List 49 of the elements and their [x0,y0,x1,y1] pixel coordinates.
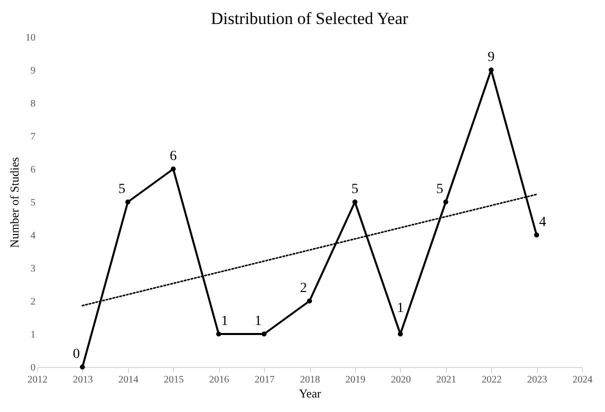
y-tick-label: 7 [30,132,36,142]
x-tick-label: 2016 [209,374,230,386]
x-tick-label: 2017 [254,374,275,386]
data-label: 1 [396,301,404,316]
x-tick-label: 2024 [572,374,592,386]
data-label: 1 [221,314,228,329]
data-label: 5 [436,182,444,197]
point [398,332,403,336]
point [216,332,222,336]
point [443,200,448,204]
y-tick-label: 3 [30,264,36,274]
point [262,332,267,336]
x-axis-title: Year [298,386,322,400]
data-label: 5 [118,182,126,197]
point [80,364,85,370]
x-tick-label: 2020 [390,374,411,386]
x-tick-label: 2015 [164,374,184,386]
data-label: 1 [254,314,262,329]
point [352,200,358,204]
x-tick-label: 2012 [28,374,48,386]
y-tick-label: 4 [30,230,36,242]
x-tick-label: 2013 [72,374,93,386]
data-label: 0 [72,347,80,362]
y-tick-label: 0 [30,362,36,374]
y-tick-label: 9 [30,66,36,76]
data-label: 2 [300,281,307,296]
x-tick-label: 2023 [527,374,548,386]
data-label: 4 [539,215,546,230]
x-tick-label: 2021 [436,374,456,386]
point [170,166,176,172]
data-label: 9 [488,50,495,65]
y-tick-label: 10 [26,32,36,44]
data-label: 6 [170,149,177,164]
y-tick-label: 2 [30,296,36,308]
x-tick-label: 2014 [118,374,138,386]
y-tick-label: 8 [30,98,36,110]
y-axis-title: Number of Studies [8,156,22,248]
y-tick-label: 1 [30,330,36,340]
point [125,200,130,204]
data-label: 5 [351,182,358,197]
x-tick-label: 2018 [300,374,320,386]
point [307,298,312,304]
y-tick-label: 6 [30,164,36,176]
chart-title: Distribution of Selected Year [210,9,409,28]
x-tick-label: 2019 [345,374,366,386]
point [488,68,494,72]
y-tick-label: 5 [30,198,36,208]
point [534,232,540,238]
x-tick-label: 2022 [482,374,502,386]
